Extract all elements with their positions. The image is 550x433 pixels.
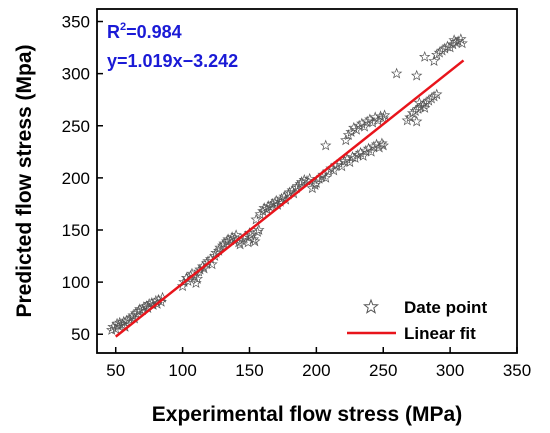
y-tick-label: 150 bbox=[62, 221, 90, 240]
data-point-star bbox=[317, 168, 329, 180]
data-point-star bbox=[320, 171, 332, 183]
data-point-star bbox=[390, 67, 403, 79]
y-axis-title: Predicted flow stress (Mpa) bbox=[13, 44, 36, 317]
data-point-star bbox=[410, 69, 423, 81]
data-point-star bbox=[344, 156, 356, 168]
x-tick-label: 350 bbox=[503, 361, 531, 380]
x-tick-label: 300 bbox=[436, 361, 464, 380]
data-point-star bbox=[340, 134, 352, 146]
data-point-star bbox=[182, 275, 194, 286]
y-tick-label: 200 bbox=[62, 169, 90, 188]
data-point-star bbox=[410, 115, 423, 127]
data-point-star bbox=[357, 149, 369, 161]
x-tick-label: 200 bbox=[302, 361, 330, 380]
data-point-star bbox=[456, 37, 468, 49]
data-point-star bbox=[230, 229, 242, 241]
data-point-star bbox=[243, 227, 256, 238]
data-point-star bbox=[369, 111, 381, 123]
data-point-star bbox=[247, 233, 260, 245]
data-point-star bbox=[418, 50, 431, 62]
data-point-star bbox=[418, 102, 431, 113]
data-point-star bbox=[358, 120, 371, 132]
data-point-star bbox=[191, 272, 204, 284]
legend-star-marker bbox=[362, 298, 380, 314]
y-tick-label: 100 bbox=[62, 273, 90, 292]
data-point-star bbox=[198, 262, 210, 274]
r2-annotation: R2=0.984 bbox=[107, 21, 182, 42]
y-tick-label: 50 bbox=[71, 325, 90, 344]
data-point-star bbox=[278, 190, 290, 202]
y-tick-label: 300 bbox=[62, 65, 90, 84]
x-tick-label: 50 bbox=[106, 361, 125, 380]
data-point-star bbox=[376, 137, 388, 149]
data-point-star bbox=[370, 138, 383, 150]
legend-points-label: Date point bbox=[404, 298, 487, 317]
x-tick-label: 150 bbox=[235, 361, 263, 380]
x-axis-title: Experimental flow stress (MPa) bbox=[152, 403, 462, 426]
data-point-star bbox=[336, 160, 348, 172]
legend-fit-label: Linear fit bbox=[404, 324, 476, 343]
legend: Date point Linear fit bbox=[347, 298, 487, 343]
data-point-star bbox=[377, 139, 389, 151]
data-point-star bbox=[146, 296, 158, 308]
data-point-star bbox=[401, 114, 414, 126]
data-point-star bbox=[286, 184, 298, 196]
data-point-star bbox=[328, 164, 340, 176]
x-tick-label: 100 bbox=[168, 361, 196, 380]
data-point-star bbox=[249, 235, 261, 247]
data-point-star bbox=[431, 88, 443, 100]
y-tick-label: 250 bbox=[62, 117, 90, 136]
data-point-star bbox=[253, 223, 265, 235]
data-point-star bbox=[378, 109, 391, 121]
data-point-star bbox=[413, 96, 426, 108]
legend-star-icon bbox=[362, 298, 380, 314]
data-point-star bbox=[306, 182, 319, 194]
linear-fit-line bbox=[114, 59, 465, 338]
data-points bbox=[106, 33, 468, 335]
plot-frame bbox=[96, 8, 518, 354]
data-point-star bbox=[428, 55, 440, 66]
data-point-star bbox=[320, 139, 332, 151]
axis-ticks: 50 100 150 200 250 300 350 50 100 150 200 250 300 350 bbox=[62, 13, 532, 380]
y-tick-label: 350 bbox=[62, 13, 90, 32]
data-point-star bbox=[250, 213, 262, 225]
data-point-star bbox=[448, 34, 460, 46]
data-point-star bbox=[365, 145, 377, 157]
data-point-star bbox=[342, 129, 355, 140]
equation-annotation: y=1.019x−3.242 bbox=[107, 51, 238, 71]
data-point-star bbox=[239, 230, 252, 242]
x-tick-label: 250 bbox=[369, 361, 397, 380]
